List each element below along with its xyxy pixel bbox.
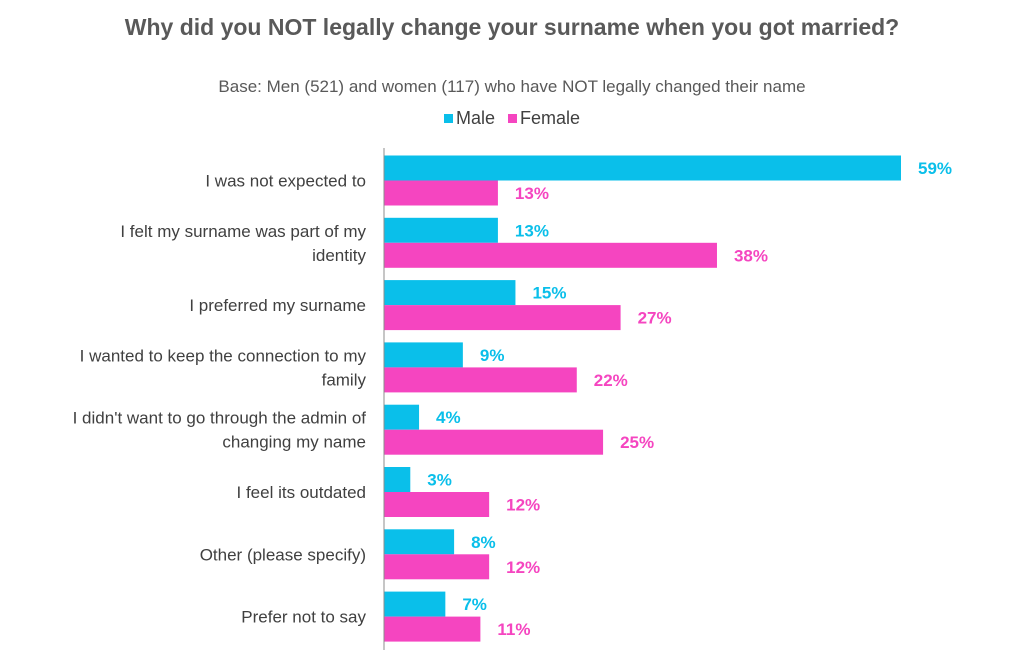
legend-item-male: Male (443, 108, 495, 129)
bar-male-3 (384, 342, 463, 368)
legend-label-male: Male (455, 108, 495, 128)
category-label-1: identity (312, 246, 366, 265)
value-label-male-6: 8% (471, 533, 496, 552)
value-label-female-3: 22% (594, 371, 628, 390)
bar-female-4 (384, 429, 604, 455)
value-label-female-2: 27% (638, 309, 672, 328)
chart-title: Why did you NOT legally change your surn… (124, 14, 900, 40)
bar-male-0 (384, 155, 901, 181)
legend-swatch-male (443, 114, 453, 123)
bar-female-0 (384, 180, 498, 206)
category-label-3: I wanted to keep the connection to my (80, 346, 367, 365)
value-label-female-7: 11% (497, 620, 530, 639)
bar-male-5 (384, 467, 411, 492)
value-label-male-0: 59% (918, 159, 952, 178)
value-label-male-3: 9% (480, 346, 505, 365)
value-label-male-4: 4% (436, 408, 461, 427)
bar-female-1 (384, 242, 717, 268)
value-label-female-5: 12% (506, 496, 540, 515)
bar-female-7 (384, 616, 481, 642)
category-label-6: Other (please specify) (200, 545, 366, 564)
legend-swatch-female (508, 114, 517, 123)
bar-female-5 (384, 492, 490, 517)
bar-male-4 (384, 404, 420, 430)
category-label-0: I was not expected to (205, 172, 366, 191)
category-label-1: I felt my surname was part of my (120, 222, 366, 241)
legend: Male Female (0, 108, 1024, 129)
bar-male-7 (384, 591, 446, 617)
value-label-male-7: 7% (462, 595, 487, 614)
value-label-female-4: 25% (620, 433, 654, 452)
value-label-male-2: 15% (532, 284, 566, 303)
bar-male-2 (384, 280, 516, 306)
category-label-3: family (322, 370, 367, 389)
bar-male-6 (384, 529, 455, 555)
value-label-female-6: 12% (506, 558, 540, 577)
bar-female-3 (384, 367, 577, 393)
bar-female-6 (384, 554, 490, 580)
category-label-2: I preferred my surname (189, 296, 366, 315)
value-label-male-1: 13% (515, 221, 549, 240)
bar-male-1 (384, 217, 498, 243)
category-label-4: changing my name (222, 433, 366, 452)
category-label-7: Prefer not to say (241, 608, 366, 627)
legend-item-female: Female (508, 108, 580, 129)
category-label-4: I didn't want to go through the admin of (73, 409, 367, 428)
chart-subtitle: Base: Men (521) and women (117) who have… (218, 77, 806, 96)
value-label-male-5: 3% (427, 471, 452, 490)
value-label-female-1: 38% (734, 246, 768, 265)
value-label-female-0: 13% (515, 184, 549, 203)
category-label-5: I feel its outdated (237, 483, 366, 502)
bar-female-2 (384, 305, 621, 331)
legend-label-female: Female (520, 108, 581, 128)
